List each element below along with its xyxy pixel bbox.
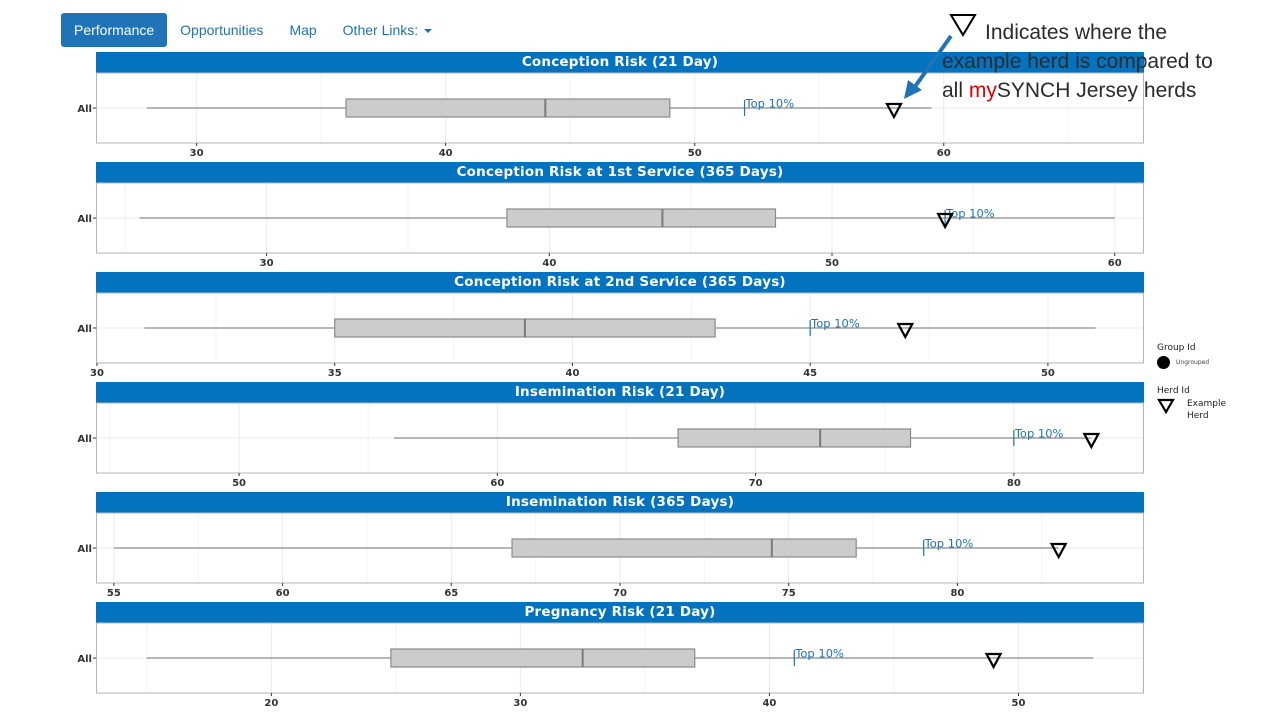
x-tick-label: 35 xyxy=(328,368,342,379)
callout-line-3: all mySYNCH Jersey herds xyxy=(942,76,1262,105)
herd-marker xyxy=(896,322,915,340)
iqr-box xyxy=(390,648,696,668)
chart-title: Insemination Risk (365 Days) xyxy=(96,492,1144,513)
category-label: All xyxy=(77,104,92,115)
boxplot-chart: Top 10% All 55 60 65 70 75 80 xyxy=(77,512,1144,599)
chart-title: Pregnancy Risk (21 Day) xyxy=(96,602,1144,623)
x-tick-label: 50 xyxy=(825,258,839,269)
x-tick-label: 20 xyxy=(264,698,278,709)
plot-border xyxy=(96,292,1144,364)
boxplot-chart: Top 10% All 30 35 40 45 50 xyxy=(77,292,1144,379)
x-tick-label: 40 xyxy=(439,148,453,159)
category-label: All xyxy=(77,544,92,555)
x-tick-label: 60 xyxy=(276,588,290,599)
legend-herd-item-1: Example xyxy=(1187,399,1227,409)
iqr-box xyxy=(677,428,912,448)
x-tick-label: 60 xyxy=(490,478,504,489)
x-tick-label: 50 xyxy=(1041,368,1055,379)
plot-border xyxy=(96,182,1144,254)
filled-circle-icon xyxy=(1157,356,1170,369)
tab-map[interactable]: Map xyxy=(289,22,317,38)
legend-herd-item-2: Herd xyxy=(1187,411,1209,421)
chart-panel: Conception Risk at 1st Service (365 Days… xyxy=(77,162,1144,273)
x-tick-label: 60 xyxy=(937,148,951,159)
triangle-down-icon xyxy=(949,14,977,37)
top10-label: Top 10% xyxy=(945,207,995,221)
x-tick-label: 65 xyxy=(444,588,458,599)
chart-legend: Group Id Ungrouped Herd Id Example Herd xyxy=(1157,343,1226,422)
x-tick-label: 30 xyxy=(90,368,104,379)
top10-label: Top 10% xyxy=(810,317,860,331)
x-tick-label: 50 xyxy=(232,478,246,489)
callout-line-2: example herd is compared to xyxy=(942,50,1213,73)
boxplot-chart: Top 10% All 30 40 50 60 xyxy=(77,72,1144,159)
chart-title: Conception Risk (21 Day) xyxy=(96,52,1144,73)
top10-label: Top 10% xyxy=(924,537,974,551)
chart-panel: Conception Risk (21 Day) Top 10% All 30 40 50… xyxy=(77,52,1144,163)
plot-border xyxy=(96,402,1144,474)
tab-performance[interactable]: Performance xyxy=(61,13,168,47)
callout-text-3a: all xyxy=(942,79,969,102)
chart-title: Insemination Risk (21 Day) xyxy=(96,382,1144,403)
callout-text-1: Indicates where the xyxy=(985,21,1168,44)
category-label: All xyxy=(77,654,92,665)
x-tick-label: 40 xyxy=(762,698,776,709)
plot-border xyxy=(96,622,1144,694)
callout-highlight: my xyxy=(968,79,997,102)
chart-title: Conception Risk at 2nd Service (365 Days… xyxy=(96,272,1144,293)
top10-label: Top 10% xyxy=(1014,427,1064,441)
chart-panel: Pregnancy Risk (21 Day) Top 10% All 20 30 40 5… xyxy=(77,602,1144,713)
x-tick-label: 50 xyxy=(1012,698,1026,709)
herd-marker xyxy=(984,652,1003,670)
legend-herd-title: Herd Id xyxy=(1157,386,1190,396)
category-label: All xyxy=(77,214,92,225)
top10-label: Top 10% xyxy=(745,97,795,111)
x-tick-label: 80 xyxy=(1007,478,1021,489)
x-tick-label: 45 xyxy=(803,368,817,379)
x-tick-label: 50 xyxy=(688,148,702,159)
x-tick-label: 30 xyxy=(513,698,527,709)
boxplot-chart: Top 10% All 30 40 50 60 xyxy=(77,182,1144,269)
caret-down-icon xyxy=(424,29,433,34)
x-tick-label: 30 xyxy=(190,148,204,159)
chart-panel: Conception Risk at 2nd Service (365 Days… xyxy=(77,272,1144,383)
triangle-down-icon xyxy=(1157,398,1175,414)
x-tick-label: 40 xyxy=(542,258,556,269)
plot-border xyxy=(96,72,1144,144)
tab-other-links[interactable]: Other Links: xyxy=(330,13,445,47)
x-tick-label: 30 xyxy=(260,258,274,269)
other-links-label: Other Links: xyxy=(342,22,419,38)
x-tick-label: 75 xyxy=(782,588,796,599)
legend-group-item: Ungrouped xyxy=(1176,359,1210,366)
callout-line-1: Indicates where the xyxy=(942,14,1262,47)
iqr-box xyxy=(506,208,777,228)
chart-panel: Insemination Risk (365 Days) Top 10% All 55… xyxy=(77,492,1144,603)
herd-marker xyxy=(1049,542,1068,560)
boxplot-chart: Top 10% All 20 30 40 50 xyxy=(77,622,1144,709)
herd-marker xyxy=(1082,432,1101,450)
callout-text-3b: SYNCH Jersey herds xyxy=(996,79,1197,102)
x-tick-label: 60 xyxy=(1108,258,1122,269)
x-tick-label: 40 xyxy=(565,368,579,379)
herd-marker xyxy=(885,102,903,120)
x-tick-label: 55 xyxy=(107,588,121,599)
annotation-callout: Indicates where the example herd is comp… xyxy=(942,14,1262,105)
category-label: All xyxy=(77,324,92,335)
top-nav: Performance Opportunities Map Other Link… xyxy=(61,13,445,47)
tab-opportunities[interactable]: Opportunities xyxy=(180,22,264,38)
legend-group-title: Group Id xyxy=(1157,343,1196,353)
iqr-box xyxy=(511,538,857,558)
iqr-box xyxy=(345,98,671,118)
herd-marker xyxy=(936,212,954,230)
x-tick-label: 70 xyxy=(749,478,763,489)
x-tick-label: 70 xyxy=(613,588,627,599)
top10-label: Top 10% xyxy=(794,647,844,661)
category-label: All xyxy=(77,434,92,445)
chart-title: Conception Risk at 1st Service (365 Days… xyxy=(96,162,1144,183)
boxplot-chart: Top 10% All 50 60 70 80 xyxy=(77,402,1144,489)
x-tick-label: 80 xyxy=(950,588,964,599)
chart-panel: Insemination Risk (21 Day) Top 10% All 50 60… xyxy=(77,382,1144,493)
